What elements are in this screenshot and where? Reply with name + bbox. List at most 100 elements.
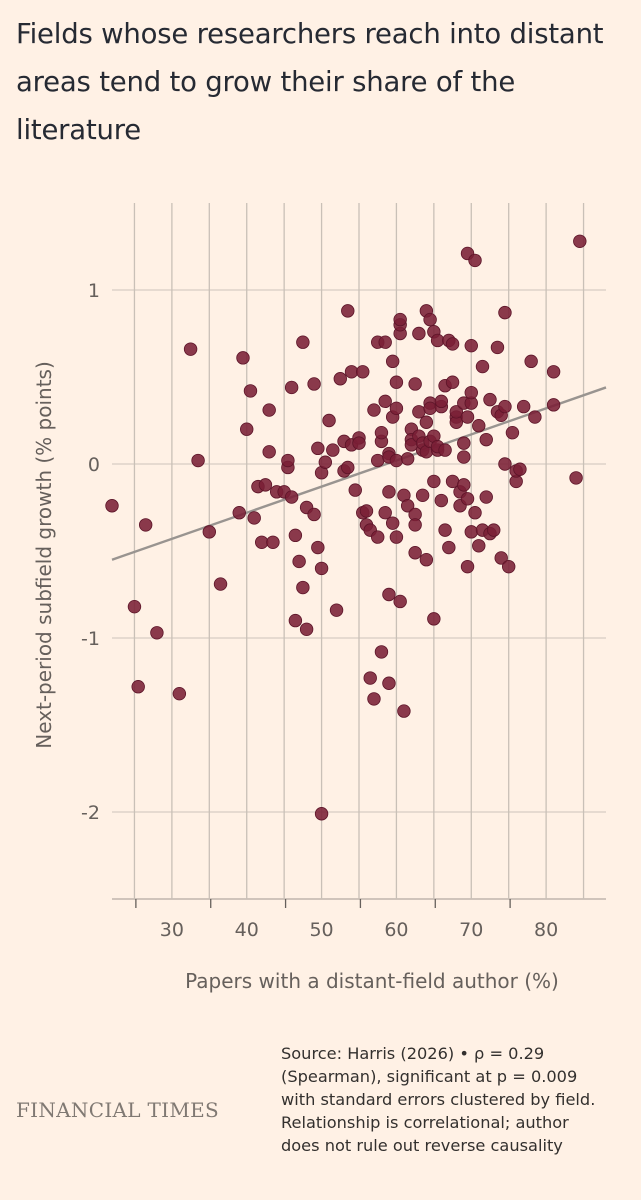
data-point <box>382 587 396 602</box>
scatter-chart: 30 40 50 60 70 80 1 0 -1 -2 Papers with a distan… <box>32 203 607 993</box>
data-point <box>262 403 276 417</box>
data-point <box>314 807 329 821</box>
data-point <box>329 603 344 617</box>
data-point <box>284 380 299 395</box>
data-point <box>412 405 426 419</box>
data-point <box>487 523 501 537</box>
x-tick-label: 30 <box>160 919 184 941</box>
data-point <box>494 551 508 565</box>
data-point <box>408 518 422 532</box>
data-point <box>479 490 493 504</box>
data-point <box>127 599 142 614</box>
data-point <box>445 474 460 489</box>
data-point <box>150 626 164 640</box>
x-tick-label: 70 <box>459 919 483 941</box>
data-point <box>475 359 490 374</box>
chart-title: Fields whose researchers reach into dist… <box>16 18 604 146</box>
data-point <box>296 335 310 349</box>
data-point <box>389 375 404 389</box>
data-point <box>348 483 362 497</box>
data-point <box>258 478 273 492</box>
data-point <box>341 304 355 318</box>
data-point <box>498 305 512 320</box>
data-point <box>389 530 404 544</box>
data-point <box>371 453 385 468</box>
data-point <box>183 342 198 356</box>
data-point <box>464 338 478 353</box>
data-point <box>516 399 531 414</box>
y-tick-labels: 1 0 -1 -2 <box>81 280 100 824</box>
x-axis-label: Papers with a distant-field author (%) <box>185 969 559 993</box>
data-point <box>307 507 321 522</box>
data-point <box>371 530 385 544</box>
data-point <box>232 506 246 520</box>
data-point <box>236 351 250 365</box>
data-point <box>472 419 486 433</box>
data-point <box>341 460 355 475</box>
y-tick-label: 1 <box>88 280 100 302</box>
data-point <box>430 333 445 348</box>
data-point <box>138 518 153 532</box>
data-point <box>412 326 426 341</box>
data-point <box>483 392 497 407</box>
data-point <box>389 401 404 416</box>
data-point <box>389 453 404 468</box>
data-point <box>243 384 258 398</box>
data-point <box>333 372 347 386</box>
data-point <box>434 493 449 508</box>
data-point <box>292 554 306 569</box>
data-point <box>378 335 392 349</box>
data-point <box>423 312 437 327</box>
data-point <box>423 401 437 416</box>
x-tick-label: 40 <box>235 919 259 941</box>
data-point <box>322 413 336 428</box>
data-point <box>385 516 400 530</box>
data-point <box>191 453 205 468</box>
data-point <box>460 559 475 574</box>
data-point <box>460 492 475 506</box>
source-line: does not rule out reverse causality <box>281 1136 563 1155</box>
data-point <box>546 398 561 412</box>
data-point <box>344 365 359 379</box>
source-line: with standard errors clustered by field. <box>281 1090 596 1109</box>
source-line: (Spearman), significant at p = 0.009 <box>281 1067 578 1086</box>
data-point <box>367 692 381 706</box>
data-point <box>569 471 583 485</box>
data-point <box>490 340 505 355</box>
data-point <box>479 432 493 447</box>
y-tick-label: 0 <box>88 454 100 476</box>
source-note: Source: Harris (2026) • ρ = 0.29 (Spearm… <box>281 1042 631 1157</box>
data-point <box>434 394 449 409</box>
data-point <box>400 499 415 513</box>
data-point <box>408 546 422 560</box>
data-point <box>513 462 527 476</box>
data-point <box>438 443 452 457</box>
data-point <box>468 506 482 520</box>
data-point <box>374 425 389 440</box>
data-point <box>501 559 516 574</box>
data-point <box>427 474 441 489</box>
data-point <box>284 490 299 504</box>
data-point <box>382 676 396 690</box>
data-point <box>393 594 407 609</box>
brand-logo: FINANCIAL TIMES <box>16 1098 220 1122</box>
source-line: Relationship is correlational; author <box>281 1113 569 1132</box>
data-point <box>393 312 407 327</box>
data-point <box>296 580 310 595</box>
data-point <box>449 405 464 419</box>
data-point <box>498 457 512 471</box>
x-tick-labels: 30 40 50 60 70 80 <box>135 899 558 941</box>
grid-lines <box>112 203 606 900</box>
data-point <box>457 478 471 492</box>
data-point <box>311 540 325 555</box>
data-point <box>326 443 340 457</box>
data-point <box>498 399 512 414</box>
data-point <box>427 612 441 626</box>
data-point <box>307 377 321 391</box>
data-point <box>367 403 381 417</box>
data-point <box>378 506 392 520</box>
source-line: Source: Harris (2026) • ρ = 0.29 <box>281 1044 545 1063</box>
data-point <box>464 525 478 539</box>
data-point <box>266 535 280 550</box>
x-tick-label: 50 <box>309 919 333 941</box>
